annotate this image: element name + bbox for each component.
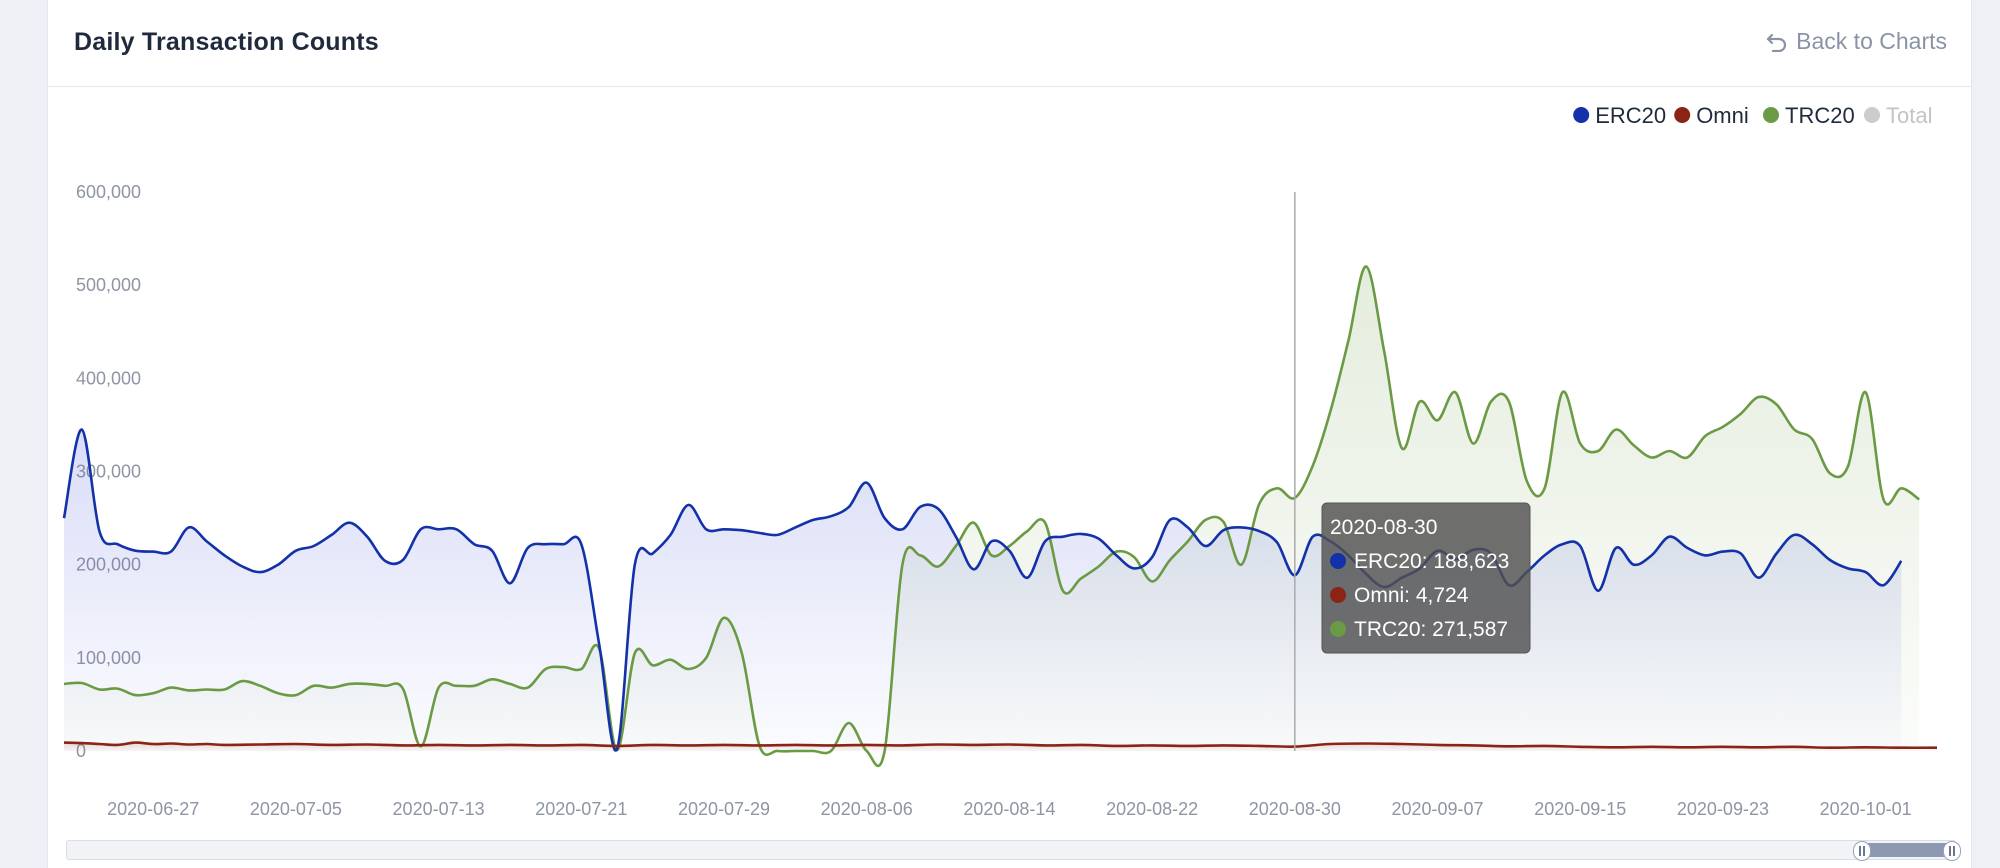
x-tick-label: 2020-09-07: [1391, 799, 1483, 819]
legend[interactable]: Total TRC20 Omni ERC20: [1573, 103, 1932, 128]
x-tick-label: 2020-08-22: [1106, 799, 1198, 819]
legend-label-erc20[interactable]: ERC20: [1595, 103, 1666, 128]
tooltip-marker: [1330, 621, 1346, 637]
series-area-erc20: [64, 429, 1902, 751]
tooltip-row: Omni: 4,724: [1354, 584, 1469, 607]
tooltip: 2020-08-30 ERC20: 188,623 Omni: 4,724 TRC20…: [1321, 502, 1531, 654]
back-arrow-icon: [1766, 32, 1788, 52]
range-scrollbar-thumb[interactable]: [1853, 841, 1961, 861]
x-tick-label: 2020-08-14: [963, 799, 1055, 819]
x-tick-label: 2020-07-05: [250, 799, 342, 819]
series-lines: [62, 265, 1938, 768]
back-to-charts-link[interactable]: Back to Charts: [1766, 28, 1947, 55]
legend-label-omni[interactable]: Omni: [1696, 103, 1749, 128]
x-tick-label: 2020-09-23: [1677, 799, 1769, 819]
tooltip-row: TRC20: 271,587: [1354, 618, 1508, 641]
x-axis: 2020-06-27 2020-07-05 2020-07-13 2020-07-21…: [107, 799, 1912, 819]
series-areas: [64, 266, 1937, 766]
tooltip-marker: [1330, 587, 1346, 603]
legend-marker-omni[interactable]: [1674, 107, 1691, 123]
range-handle-left[interactable]: [1853, 841, 1871, 861]
tooltip-date: 2020-08-30: [1330, 516, 1437, 539]
card-header: Daily Transaction Counts Back to Charts: [48, 0, 1971, 87]
series-line-trc20[interactable]: [63, 265, 1920, 768]
x-tick-label: 2020-08-06: [821, 799, 913, 819]
tooltip-marker: [1330, 553, 1346, 569]
page-title: Daily Transaction Counts: [74, 28, 379, 56]
x-tick-label: 2020-09-15: [1534, 799, 1626, 819]
legend-marker-erc20[interactable]: [1573, 107, 1590, 123]
range-handle-right[interactable]: [1943, 841, 1961, 861]
series-line-omni[interactable]: [63, 741, 1938, 750]
tooltip-row: ERC20: 188,623: [1354, 550, 1509, 573]
y-tick-label: 600,000: [76, 182, 141, 202]
legend-label-total[interactable]: Total: [1886, 103, 1932, 128]
tooltip-box: [1321, 502, 1531, 654]
back-label: Back to Charts: [1796, 28, 1947, 54]
y-tick-label: 400,000: [76, 368, 141, 388]
x-tick-label: 2020-10-01: [1820, 799, 1912, 819]
x-tick-label: 2020-07-29: [678, 799, 770, 819]
series-area-omni: [64, 742, 1937, 751]
legend-marker-total[interactable]: [1864, 107, 1880, 123]
series-line-erc20[interactable]: [62, 428, 1903, 752]
x-tick-label: 2020-06-27: [107, 799, 199, 819]
legend-marker-trc20[interactable]: [1763, 107, 1779, 123]
x-tick-label: 2020-07-13: [393, 799, 485, 819]
legend-label-trc20[interactable]: TRC20: [1785, 103, 1855, 128]
y-tick-label: 500,000: [76, 275, 141, 295]
x-tick-label: 2020-07-21: [535, 799, 627, 819]
x-tick-label: 2020-08-30: [1249, 799, 1341, 819]
range-scrollbar[interactable]: [66, 840, 1961, 861]
